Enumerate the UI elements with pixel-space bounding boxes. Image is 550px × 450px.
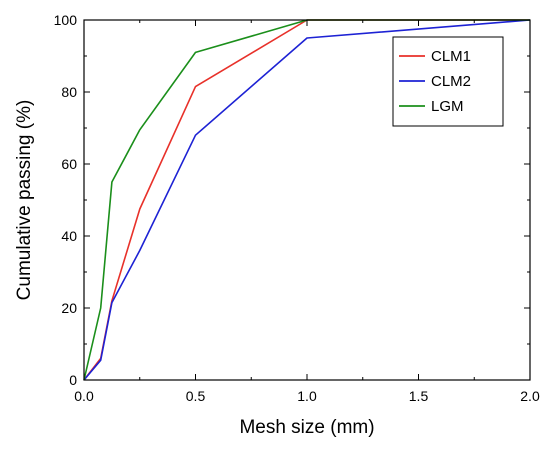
tick-labels: 0.0 0.5 1.0 1.5 2.0 0 20 40 60 80 100 xyxy=(54,12,540,404)
x-axis-label: Mesh size (mm) xyxy=(239,417,374,438)
legend: CLM1 CLM2 LGM xyxy=(392,36,504,127)
x-tick-label: 0.0 xyxy=(74,388,94,404)
x-tick-label: 1.0 xyxy=(297,388,317,404)
x-tick-label: 0.5 xyxy=(186,388,206,404)
y-tick-label: 20 xyxy=(61,300,77,316)
x-tick-label: 2.0 xyxy=(520,388,540,404)
legend-label-clm2: CLM2 xyxy=(431,73,471,90)
y-axis-label: Cumulative passing (%) xyxy=(14,100,35,301)
legend-label-lgm: LGM xyxy=(431,98,464,115)
y-tick-label: 80 xyxy=(61,84,77,100)
axis-ticks xyxy=(83,19,531,381)
x-tick-label: 1.5 xyxy=(409,388,429,404)
y-tick-label: 40 xyxy=(61,228,77,244)
legend-label-clm1: CLM1 xyxy=(431,48,471,65)
y-tick-label: 0 xyxy=(69,372,77,388)
y-tick-label: 60 xyxy=(61,156,77,172)
y-tick-label: 100 xyxy=(54,12,78,28)
series-line-clm2 xyxy=(83,19,531,381)
